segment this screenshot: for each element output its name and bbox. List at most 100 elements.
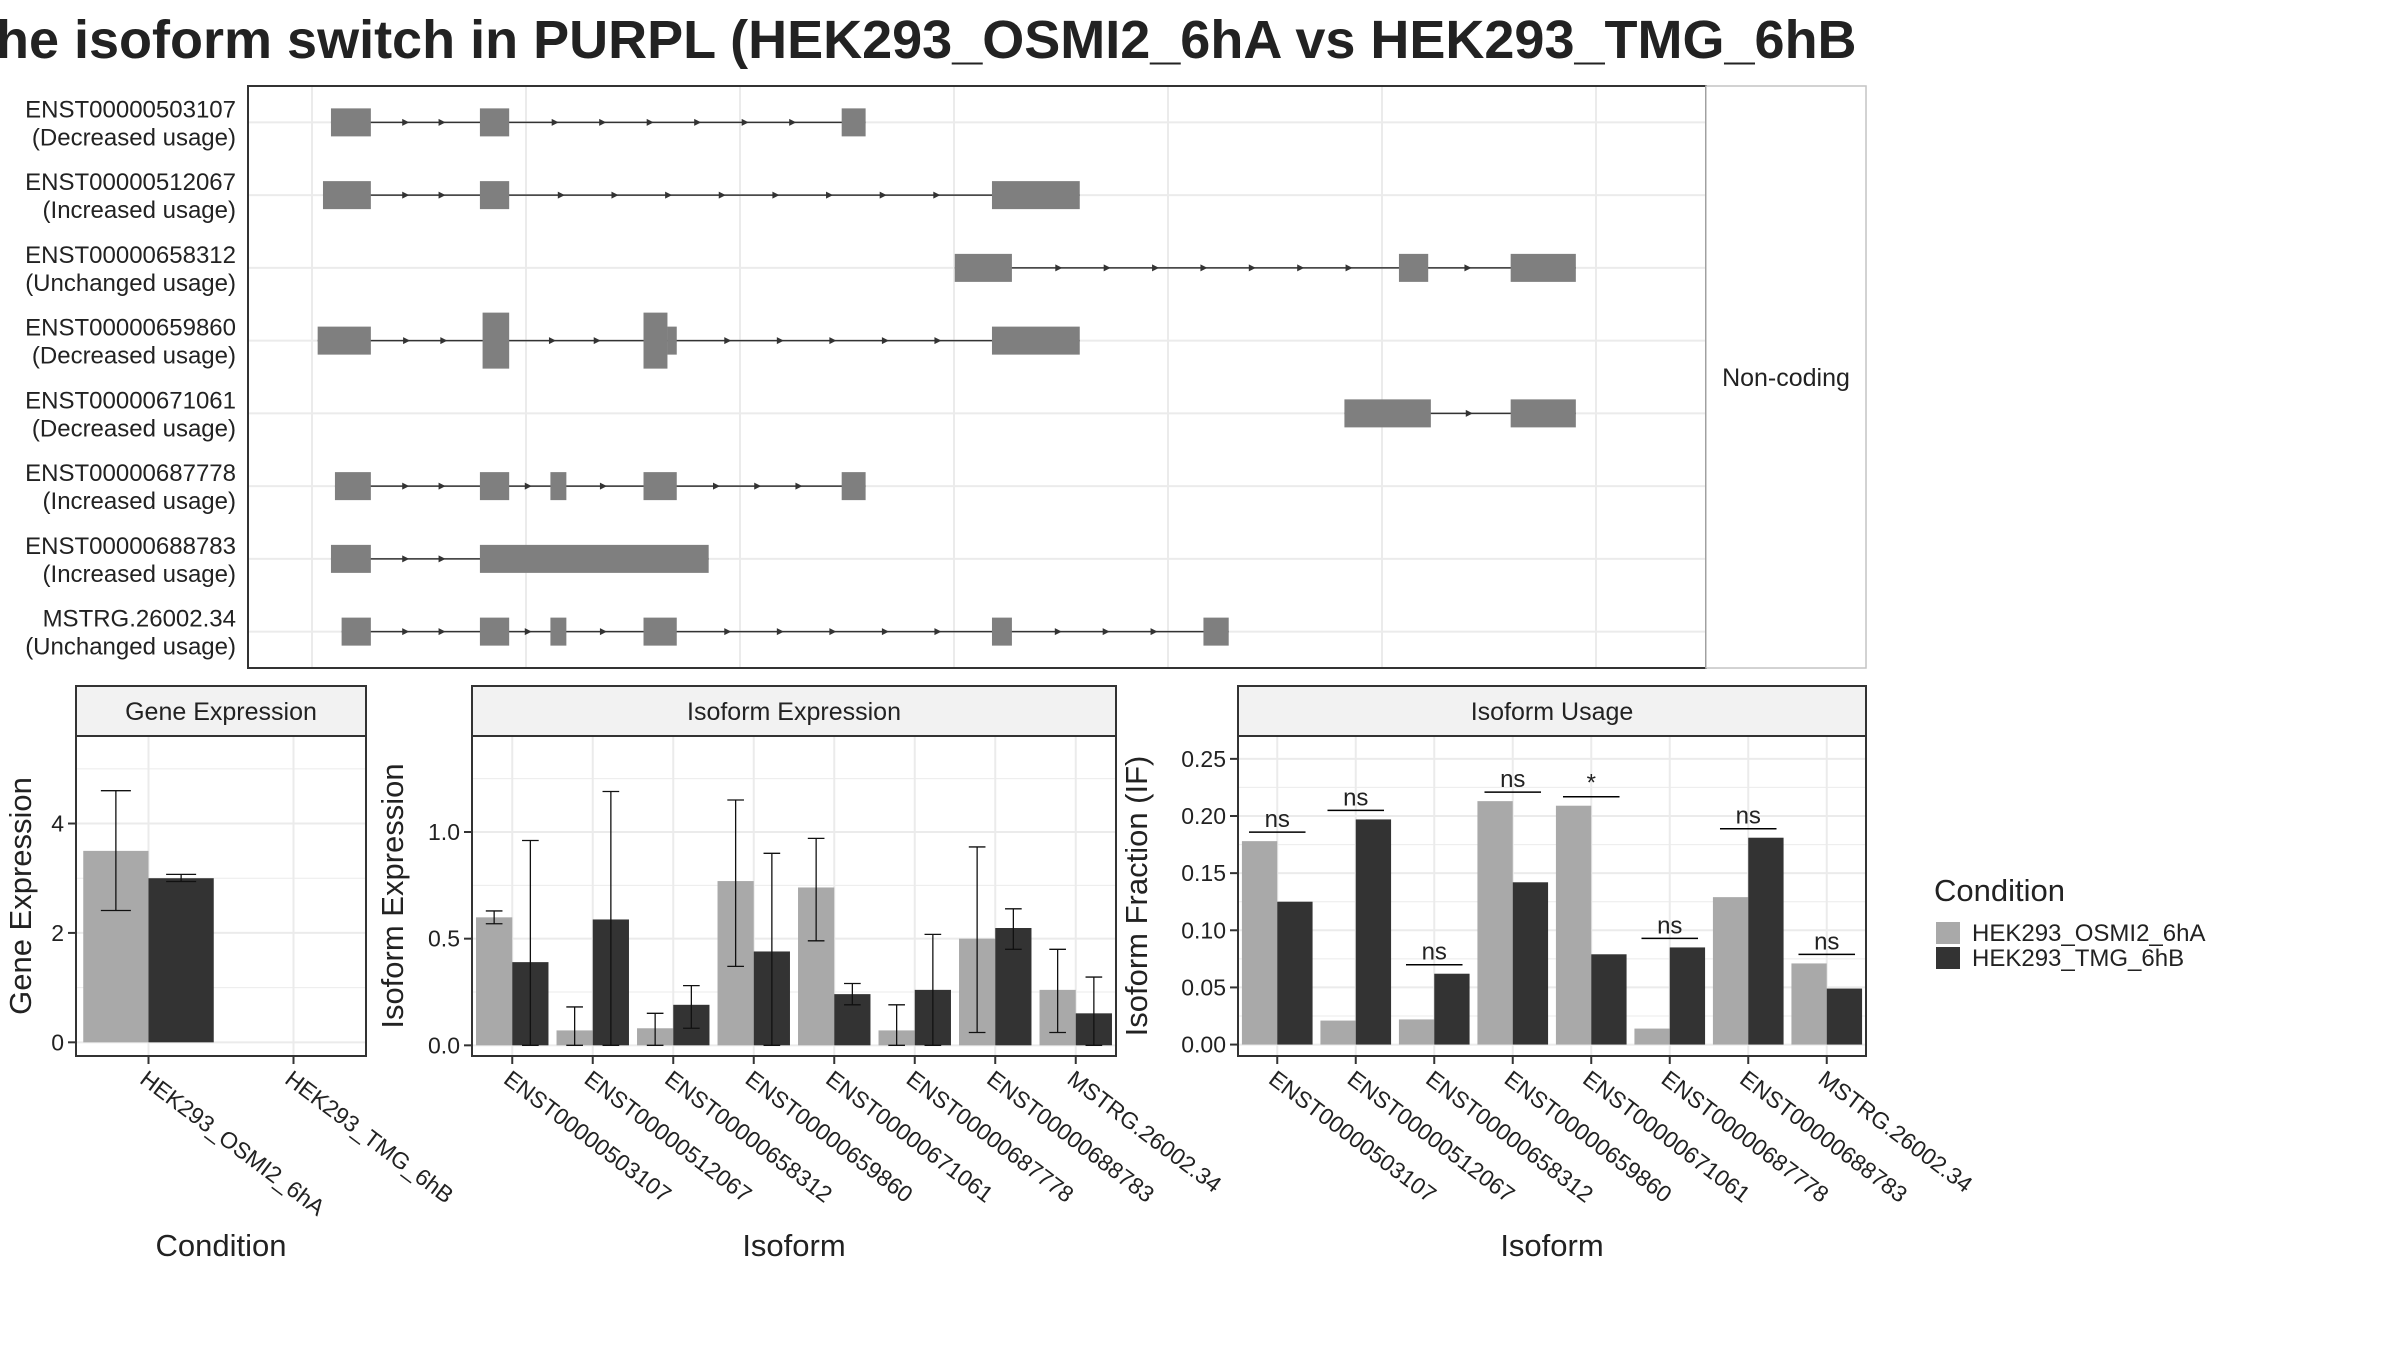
isoform-id-label: ENST00000503107 [25,96,236,123]
exon-block [1510,399,1576,428]
exon-block [330,108,371,137]
significance-label: ns [1422,939,1447,966]
y-axis-title: Gene Expression [3,777,38,1015]
strip-title: Gene Expression [125,698,317,726]
legend-swatch [1936,947,1960,969]
exon-block [341,617,371,646]
exon-block [550,617,567,646]
exon-block [330,544,371,573]
exon-block [643,617,677,646]
legend-label: HEK293_OSMI2_6hA [1972,920,2205,947]
structure-plot-area [248,86,1706,668]
intron-arrow [1152,264,1160,272]
exon-block [954,253,1012,282]
bar-tmg [1434,973,1470,1045]
intron-arrow [402,118,410,126]
y-tick-label: 2 [51,920,64,946]
isoform-id-label: ENST00000671061 [25,387,236,414]
intron-arrow [551,118,559,126]
isoform-id-label: ENST00000687778 [25,460,236,487]
significance-label: ns [1265,806,1290,833]
intron-arrow [772,191,780,199]
intron-arrow [557,191,565,199]
isoform-usage-label: (Decreased usage) [32,124,236,151]
strip-box [1237,685,1867,737]
figure-title: he isoform switch in PURPL (HEK293_OSMI2… [0,10,1857,70]
bar-osmi2 [1634,1028,1670,1045]
exon-block [1203,617,1229,646]
intron-arrow [718,191,726,199]
isoform-id-label: ENST00000512067 [25,169,236,196]
y-tick-label: 0.15 [1181,860,1226,886]
facet-label-non-coding: Non-coding [1722,364,1850,392]
intron-arrow [776,628,784,636]
intron-arrow [933,191,941,199]
strip-title: Isoform Usage [1471,698,1634,726]
bar-osmi2 [476,917,513,1046]
intron-arrow [1150,628,1158,636]
intron-arrow [1248,264,1256,272]
significance-label: ns [1343,784,1368,811]
bar-osmi2 [1712,897,1749,1045]
exon-block [1344,399,1431,428]
intron-arrow [402,191,410,199]
bar-osmi2 [1320,1020,1356,1045]
legend-label: HEK293_TMG_6hB [1972,945,2184,972]
y-tick-label: 0.0 [428,1032,460,1058]
y-tick-label: 0.20 [1181,803,1226,829]
isoform-usage-label: (Unchanged usage) [25,634,236,661]
legend-swatch [1936,922,1960,944]
intron-arrow [438,191,446,199]
strip-box [471,685,1117,737]
intron-arrow [402,628,410,636]
intron-arrow [881,628,889,636]
y-tick-label: 0.10 [1181,917,1226,943]
exon-block [322,181,371,210]
intron-arrow [665,191,673,199]
intron-arrow [440,337,448,345]
y-axis-title: Isoform Expression [375,763,410,1028]
isoform-usage-label: (Increased usage) [43,197,236,224]
exon-block [479,472,510,501]
exon-block [479,181,510,210]
y-tick-label: 0.00 [1181,1032,1226,1058]
intron-arrow [599,628,607,636]
exon-block [643,472,677,501]
exon-block [841,108,866,137]
isoform-usage-panel: Isoform Usage ns ns ns ns * ns ns ns 0.00 0.05 0.10… [1119,685,1978,1263]
bar-tmg [1591,954,1627,1045]
intron-arrow [1054,628,1062,636]
intron-arrow [611,191,619,199]
y-tick-label: 0 [51,1029,64,1055]
intron-arrow [829,337,837,345]
y-tick-label: 0.05 [1181,974,1226,1000]
exon-block [991,181,1080,210]
exon-block [479,617,510,646]
strip-box [75,685,367,737]
intron-arrow [724,628,732,636]
isoform-usage-label: (Decreased usage) [32,415,236,442]
intron-arrow [438,482,446,490]
exon-block [643,312,668,369]
bar-osmi2 [1791,963,1827,1045]
intron-arrow [754,482,762,490]
bar-tmg [1277,901,1313,1045]
intron-arrow [1465,409,1473,417]
strip-title: Isoform Expression [687,698,901,726]
intron-arrow [403,337,411,345]
intron-arrow [438,628,446,636]
bar-tmg [1355,819,1392,1045]
isoform-id-label: MSTRG.26002.34 [43,606,236,633]
intron-arrow [776,337,784,345]
intron-arrow [934,337,942,345]
intron-arrow [1297,264,1305,272]
exon-block [991,326,1080,355]
intron-arrow [524,628,532,636]
bar-tmg [1512,882,1549,1045]
intron-arrow [826,191,834,199]
legend-title: Condition [1934,873,2065,908]
bar-osmi2 [1241,841,1278,1045]
isoform-usage-label: (Increased usage) [43,561,236,588]
